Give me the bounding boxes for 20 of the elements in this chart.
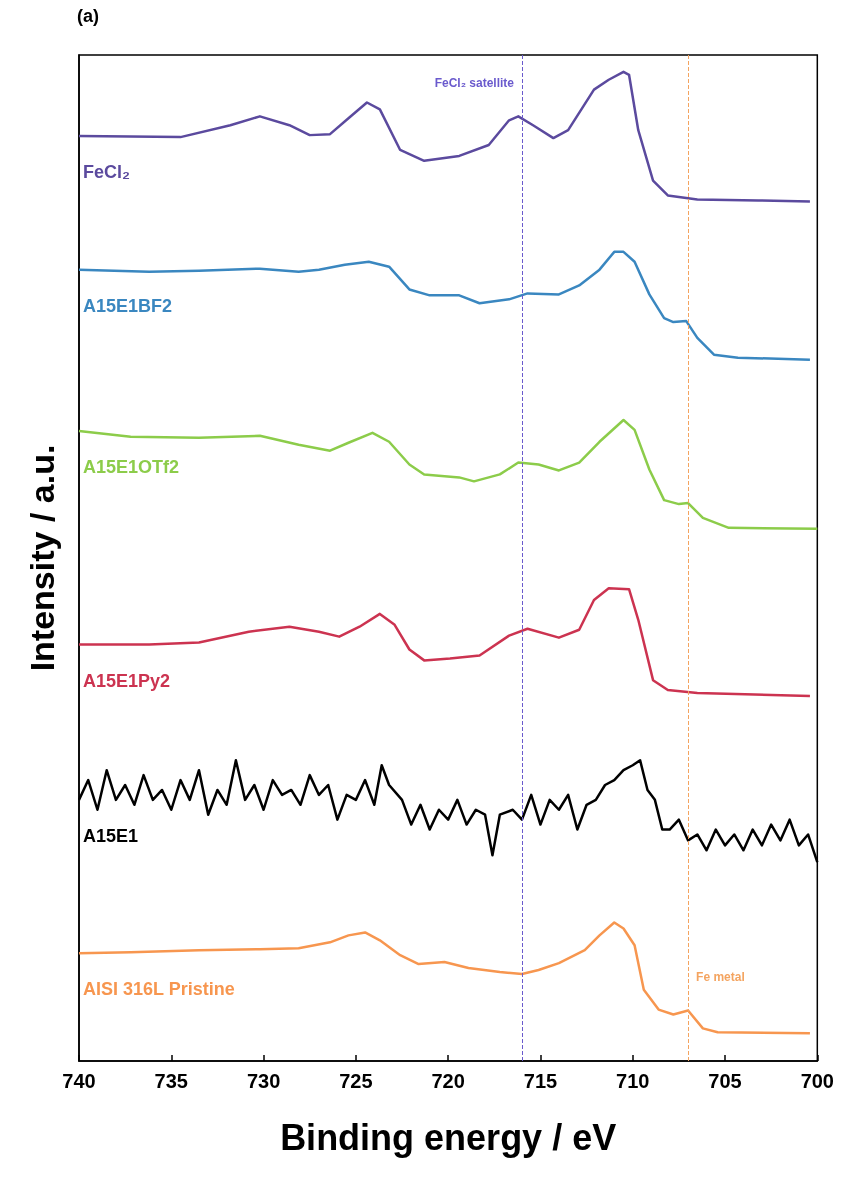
x-tick-label: 730 [246, 1070, 281, 1092]
ref-line-label: FeCl₂ satellite [434, 76, 515, 90]
series-label: A15E1 [83, 825, 139, 846]
series-label: AISI 316L Pristine [83, 979, 235, 1000]
ref-line-label: Fe metal [696, 970, 745, 984]
text: (a) [77, 6, 99, 26]
x-tick-label: 740 [62, 1070, 96, 1092]
series-label: A15E1OTf2 [83, 456, 180, 477]
x-axis-title: Binding energy / eV [280, 1116, 617, 1158]
x-tick-label: 715 [523, 1070, 558, 1092]
x-tick-label: 725 [339, 1070, 373, 1092]
x-tick-label: 700 [800, 1070, 834, 1092]
series-label: A15E1BF2 [83, 295, 173, 316]
x-tick-label: 735 [154, 1070, 188, 1092]
series-label: FeCl₂ [83, 162, 131, 183]
series-label: A15E1Py2 [83, 670, 171, 691]
y-axis-title: Intensity / a.u. [23, 444, 61, 672]
x-tick-label: 710 [616, 1070, 650, 1092]
x-tick-label: 705 [708, 1070, 742, 1092]
x-tick-label: 720 [431, 1070, 465, 1092]
